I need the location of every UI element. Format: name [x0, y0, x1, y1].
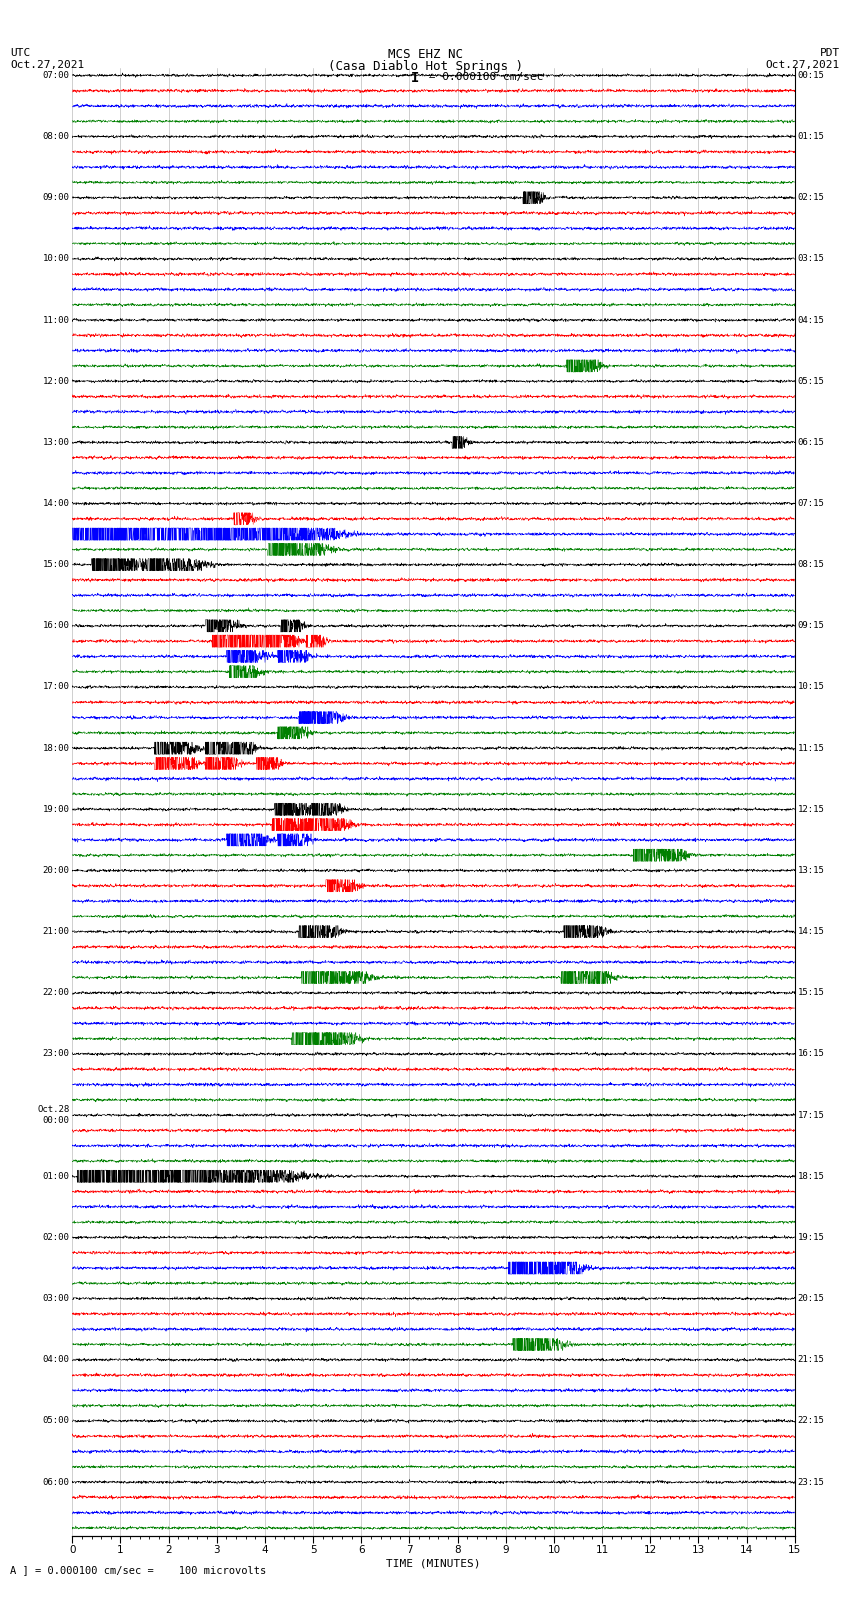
Text: A ] = 0.000100 cm/sec =    100 microvolts: A ] = 0.000100 cm/sec = 100 microvolts	[10, 1565, 266, 1574]
Text: I: I	[411, 71, 419, 85]
Text: PDT: PDT	[819, 47, 840, 58]
Text: Oct.27,2021: Oct.27,2021	[10, 60, 84, 69]
Text: MCS EHZ NC: MCS EHZ NC	[388, 47, 462, 61]
Text: UTC: UTC	[10, 47, 31, 58]
X-axis label: TIME (MINUTES): TIME (MINUTES)	[386, 1558, 481, 1568]
Text: Oct.27,2021: Oct.27,2021	[766, 60, 840, 69]
Text: (Casa Diablo Hot Springs ): (Casa Diablo Hot Springs )	[327, 60, 523, 73]
Text: = 0.000100 cm/sec: = 0.000100 cm/sec	[422, 71, 543, 82]
